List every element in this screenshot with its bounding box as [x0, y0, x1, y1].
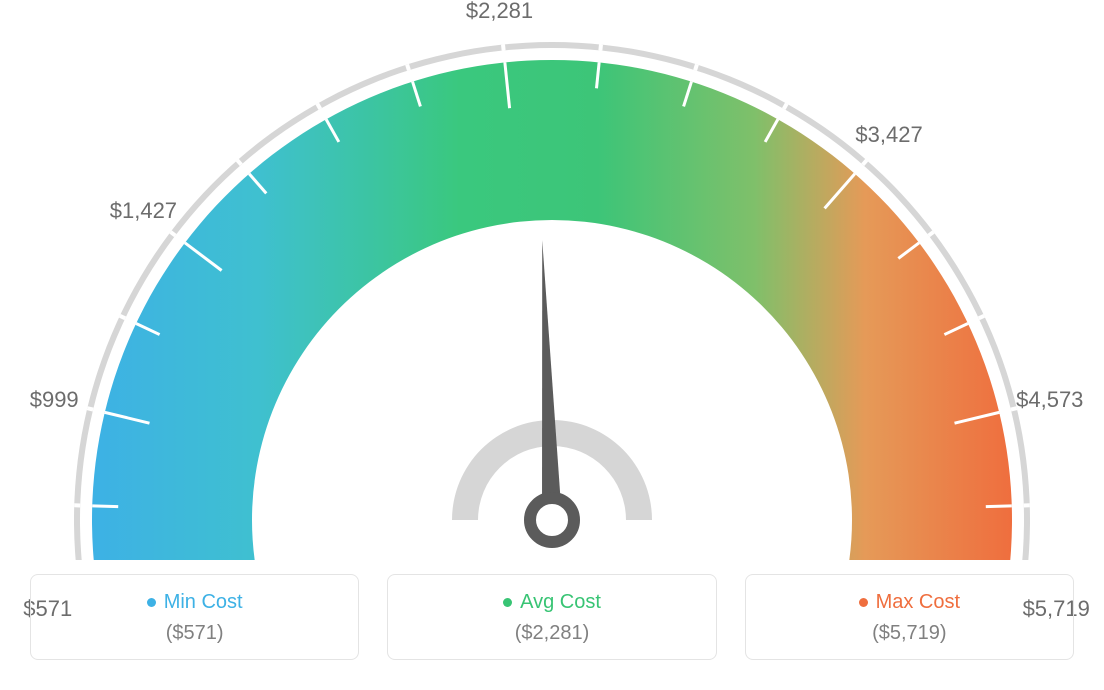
legend-min-value: ($571) — [41, 622, 348, 645]
legend-max-title: Max Cost — [859, 591, 960, 614]
legend-max-value: ($5,719) — [756, 622, 1063, 645]
legend-row: Min Cost ($571) Avg Cost ($2,281) Max Co… — [0, 554, 1104, 690]
dot-icon — [859, 598, 868, 607]
gauge-tick-label: $2,281 — [466, 0, 533, 24]
dot-icon — [147, 598, 156, 607]
legend-min-title: Min Cost — [147, 591, 243, 614]
gauge-tick-label: $4,573 — [1016, 387, 1083, 413]
legend-max-card: Max Cost ($5,719) — [745, 574, 1074, 660]
gauge-tick-label: $999 — [30, 387, 79, 413]
legend-avg-card: Avg Cost ($2,281) — [387, 574, 716, 660]
legend-min-label: Min Cost — [164, 591, 243, 614]
legend-avg-value: ($2,281) — [398, 622, 705, 645]
legend-max-label: Max Cost — [876, 591, 960, 614]
gauge-chart: $571$999$1,427$2,281$3,427$4,573$5,719 — [0, 0, 1104, 560]
legend-avg-title: Avg Cost — [503, 591, 601, 614]
dot-icon — [503, 598, 512, 607]
gauge-tick-label: $3,427 — [855, 122, 922, 148]
gauge-svg — [0, 0, 1104, 560]
legend-avg-label: Avg Cost — [520, 591, 601, 614]
legend-min-card: Min Cost ($571) — [30, 574, 359, 660]
gauge-tick-label: $1,427 — [110, 198, 177, 224]
